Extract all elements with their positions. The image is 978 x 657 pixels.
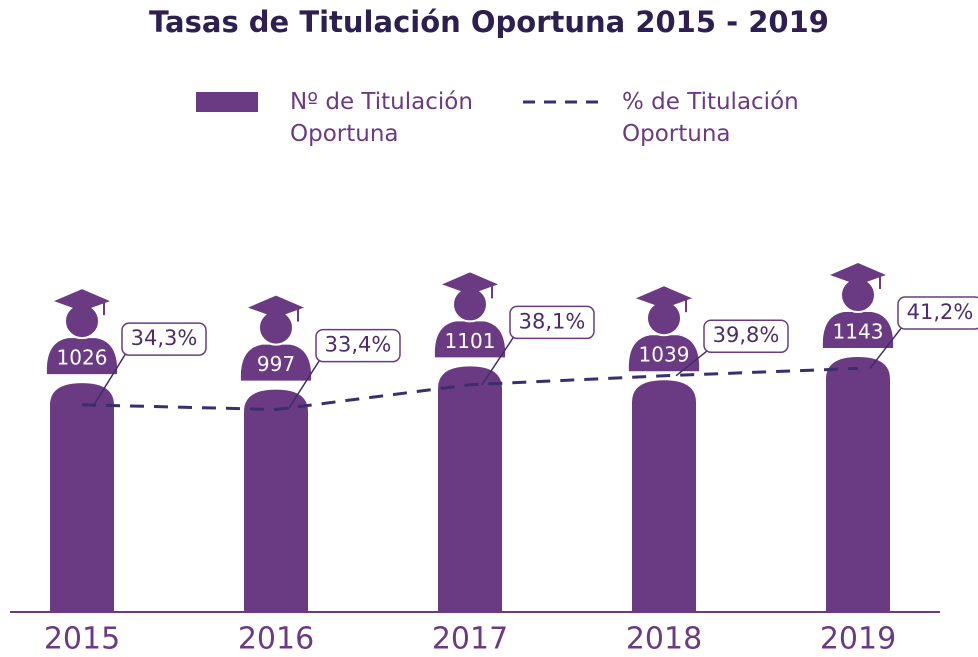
label-box [703, 319, 789, 353]
graduate-body [626, 333, 702, 374]
label-box [121, 322, 207, 356]
label-box [509, 305, 595, 340]
chart-title: Tasas de Titulación Oportuna 2015 - 2019 [149, 5, 829, 39]
label-box [315, 328, 401, 363]
line-value-label: 39,8% [713, 323, 780, 347]
graduate-body [820, 310, 896, 351]
bar-value-label: 1101 [445, 329, 496, 353]
graduate-body [44, 336, 120, 377]
bar-value-label: 1026 [57, 346, 108, 370]
legend-swatch [196, 92, 258, 112]
legend-label: Nº de Titulación Oportuna [290, 89, 473, 147]
leader-line [869, 326, 903, 369]
graduate-cap [248, 295, 304, 318]
graduate-cap [636, 286, 692, 309]
graduate-body [432, 319, 508, 360]
bar [50, 383, 114, 612]
bar [244, 389, 308, 612]
bar-value-label: 997 [257, 352, 295, 376]
label-box [897, 296, 978, 330]
bar [438, 366, 502, 612]
graduate-cap [830, 263, 886, 286]
leader-line [93, 352, 127, 406]
line-value-label: 34,3% [131, 326, 198, 350]
leader-line [287, 359, 321, 410]
bar-value-label: 1039 [639, 343, 690, 367]
line [81, 366, 859, 412]
line-value-label: 41,2% [907, 300, 974, 324]
x-tick-label: 2017 [432, 622, 508, 657]
bar-value-label: 1143 [833, 320, 884, 344]
legend-label: % de Titulación Oportuna [622, 89, 799, 147]
bar [826, 357, 890, 612]
x-tick-label: 2019 [820, 622, 896, 657]
leader-line [481, 335, 515, 386]
graduate-body [238, 342, 314, 383]
line-value-label: 33,4% [325, 333, 392, 357]
line-value-label: 38,1% [519, 309, 586, 333]
graduate-cap [442, 272, 498, 295]
x-tick-label: 2016 [238, 622, 314, 657]
bar [632, 380, 696, 612]
leader-line [675, 349, 709, 377]
x-tick-label: 2015 [44, 622, 120, 657]
graduate-cap [54, 289, 110, 312]
x-tick-label: 2018 [626, 622, 702, 657]
